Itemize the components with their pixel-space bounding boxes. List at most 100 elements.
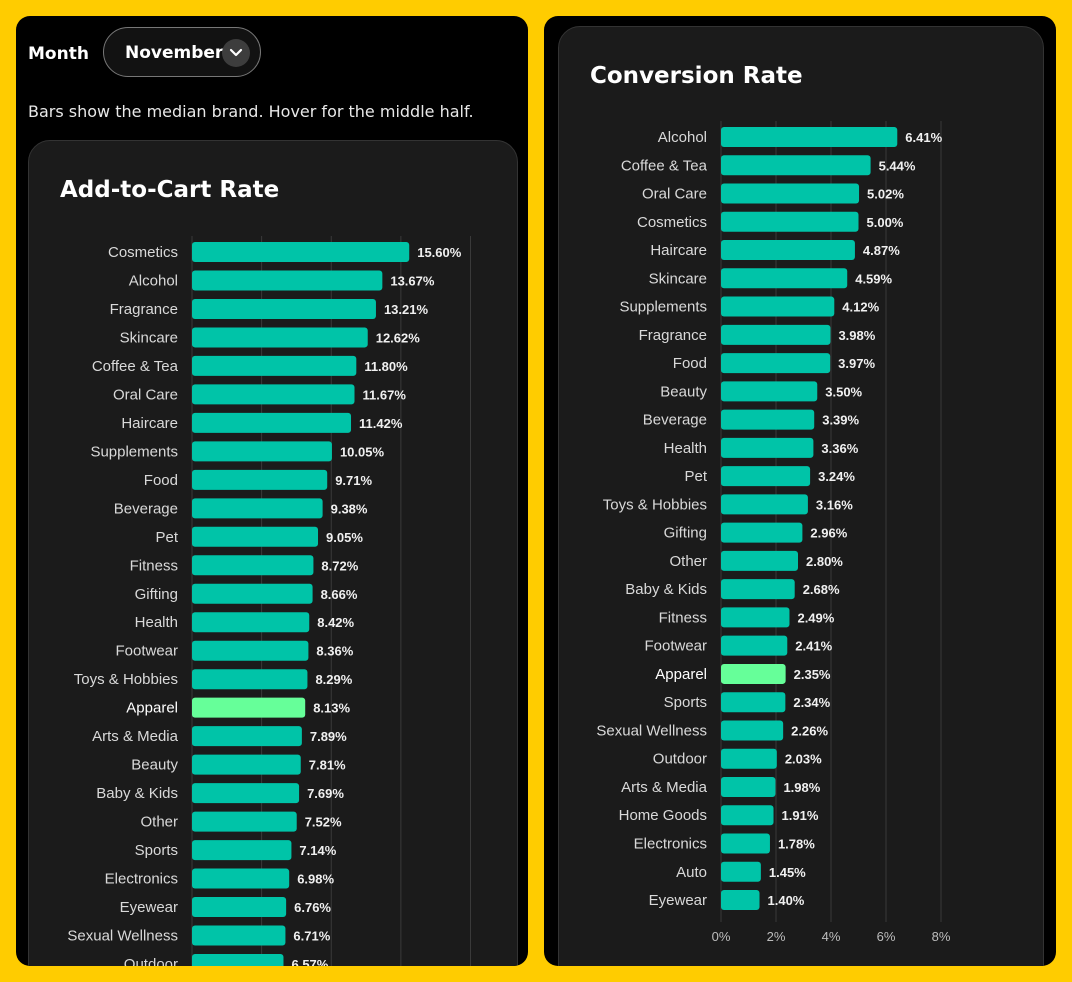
bar-row[interactable]: Sports 7.14% <box>135 840 337 861</box>
bar[interactable] <box>721 720 784 741</box>
bar-row[interactable]: Pet 3.24% <box>684 466 855 487</box>
bar-row[interactable]: Eyewear 6.76% <box>120 897 332 918</box>
bar-row[interactable]: Beauty 7.81% <box>131 754 346 775</box>
bar-row[interactable]: Fitness 2.49% <box>659 607 835 628</box>
bar-row[interactable]: Apparel 2.35% <box>655 663 831 684</box>
bar[interactable] <box>192 441 332 462</box>
bar[interactable] <box>192 583 313 604</box>
bar-row[interactable]: Toys & Hobbies 8.29% <box>74 669 353 690</box>
month-select[interactable]: November <box>103 27 261 77</box>
bar[interactable] <box>192 412 352 433</box>
bar[interactable] <box>721 522 803 543</box>
bar[interactable] <box>192 640 309 661</box>
bar[interactable] <box>192 697 306 718</box>
bar-row[interactable]: Beverage 9.38% <box>114 498 368 519</box>
bar-row[interactable]: Outdoor 6.57% <box>124 954 329 966</box>
bar[interactable] <box>721 635 788 656</box>
bar[interactable] <box>192 612 310 633</box>
bar[interactable] <box>192 726 302 747</box>
chevron-down-icon[interactable] <box>222 39 250 67</box>
bar[interactable] <box>721 748 777 769</box>
bar-row[interactable]: Eyewear 1.40% <box>649 890 805 911</box>
bar[interactable] <box>721 466 811 487</box>
bar-row[interactable]: Cosmetics 15.60% <box>108 242 462 262</box>
bar-row[interactable]: Health 3.36% <box>664 437 859 458</box>
bar-row[interactable]: Haircare 4.87% <box>650 240 900 261</box>
bar[interactable] <box>721 692 786 713</box>
bar-row[interactable]: Sexual Wellness 2.26% <box>596 720 828 741</box>
bar[interactable] <box>192 469 328 490</box>
bar-row[interactable]: Home Goods 1.91% <box>619 805 819 826</box>
bar-row[interactable]: Skincare 4.59% <box>649 268 893 289</box>
bar-row[interactable]: Pet 9.05% <box>155 526 363 547</box>
bar-row[interactable]: Fitness 8.72% <box>130 555 359 576</box>
bar-row[interactable]: Cosmetics 5.00% <box>637 211 904 232</box>
bar[interactable] <box>721 409 815 430</box>
bar[interactable] <box>192 868 290 889</box>
bar[interactable] <box>192 526 319 547</box>
bar[interactable] <box>721 381 818 402</box>
bar-row[interactable]: Sports 2.34% <box>664 692 831 713</box>
bar-row[interactable]: Baby & Kids 2.68% <box>625 579 840 600</box>
bar[interactable] <box>721 155 871 176</box>
bar[interactable] <box>721 324 831 345</box>
bar[interactable] <box>721 861 761 882</box>
bar[interactable] <box>721 437 814 458</box>
bar[interactable] <box>721 776 776 797</box>
bar[interactable] <box>721 550 798 571</box>
bar-row[interactable]: Apparel 8.13% <box>126 697 351 718</box>
bar-row[interactable]: Footwear 8.36% <box>115 640 354 661</box>
bar[interactable] <box>721 296 835 317</box>
bar[interactable] <box>721 240 855 261</box>
bar[interactable] <box>721 890 760 911</box>
bar-row[interactable]: Beauty 3.50% <box>660 381 863 402</box>
bar-row[interactable]: Alcohol 13.67% <box>129 270 435 291</box>
bar[interactable] <box>721 211 859 232</box>
bar[interactable] <box>192 242 410 262</box>
bar[interactable] <box>192 954 284 966</box>
bar[interactable] <box>192 840 292 861</box>
bar[interactable] <box>721 663 786 684</box>
bar-row[interactable]: Oral Care 5.02% <box>642 183 904 204</box>
bar-row[interactable]: Fragrance 13.21% <box>110 298 429 319</box>
bar-row[interactable]: Fragrance 3.98% <box>639 324 876 345</box>
bar-row[interactable]: Arts & Media 1.98% <box>621 776 821 797</box>
bar-row[interactable]: Other 7.52% <box>140 811 342 832</box>
bar[interactable] <box>192 384 355 405</box>
bar[interactable] <box>721 183 860 204</box>
bar[interactable] <box>192 327 368 348</box>
bar-row[interactable]: Baby & Kids 7.69% <box>96 783 344 804</box>
bar[interactable] <box>192 555 314 576</box>
bar-row[interactable]: Food 9.71% <box>144 469 373 490</box>
bar[interactable] <box>721 494 808 515</box>
bar-row[interactable]: Supplements 4.12% <box>619 296 880 317</box>
bar[interactable] <box>721 268 848 289</box>
bar-row[interactable]: Food 3.97% <box>673 353 876 374</box>
bar-row[interactable]: Toys & Hobbies 3.16% <box>603 494 853 515</box>
bar-row[interactable]: Sexual Wellness 6.71% <box>67 925 331 946</box>
bar-row[interactable]: Supplements 10.05% <box>90 441 384 462</box>
bar-row[interactable]: Arts & Media 7.89% <box>92 726 347 747</box>
bar-row[interactable]: Health 8.42% <box>135 612 355 633</box>
bar[interactable] <box>192 897 287 918</box>
bar[interactable] <box>721 579 795 600</box>
bar-row[interactable]: Coffee & Tea 5.44% <box>621 155 916 176</box>
bar-row[interactable]: Oral Care 11.67% <box>113 384 406 405</box>
bar[interactable] <box>192 498 323 519</box>
bar-row[interactable]: Other 2.80% <box>669 550 843 571</box>
bar[interactable] <box>192 754 301 775</box>
bar[interactable] <box>192 783 300 804</box>
bar[interactable] <box>192 925 286 946</box>
bar[interactable] <box>721 353 831 374</box>
bar[interactable] <box>721 127 898 147</box>
bar[interactable] <box>192 298 376 319</box>
bar-row[interactable]: Outdoor 2.03% <box>653 748 822 769</box>
bar[interactable] <box>192 355 357 376</box>
bar-row[interactable]: Electronics 1.78% <box>634 833 816 854</box>
bar-row[interactable]: Footwear 2.41% <box>644 635 833 656</box>
bar[interactable] <box>192 270 383 291</box>
bar-row[interactable]: Skincare 12.62% <box>120 327 421 348</box>
bar-row[interactable]: Gifting 2.96% <box>664 522 848 543</box>
bar[interactable] <box>721 805 774 826</box>
bar-row[interactable]: Auto 1.45% <box>676 861 806 882</box>
